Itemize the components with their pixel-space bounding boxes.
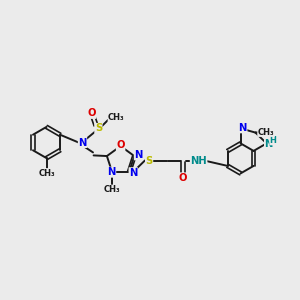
Text: O: O <box>87 108 96 118</box>
Text: CH₃: CH₃ <box>103 185 120 194</box>
Text: CH₃: CH₃ <box>108 113 125 122</box>
Text: CH₃: CH₃ <box>258 128 274 136</box>
Text: O: O <box>179 173 187 183</box>
Text: N: N <box>238 123 247 133</box>
Text: N: N <box>265 139 273 149</box>
Text: N: N <box>78 137 87 148</box>
Text: N: N <box>129 168 137 178</box>
Text: NH: NH <box>190 155 207 166</box>
Text: CH₃: CH₃ <box>38 169 55 178</box>
Text: O: O <box>116 140 125 151</box>
Text: H: H <box>270 136 277 145</box>
Text: N: N <box>107 167 116 177</box>
Text: S: S <box>95 123 102 134</box>
Text: S: S <box>146 155 153 166</box>
Text: N: N <box>134 150 143 160</box>
